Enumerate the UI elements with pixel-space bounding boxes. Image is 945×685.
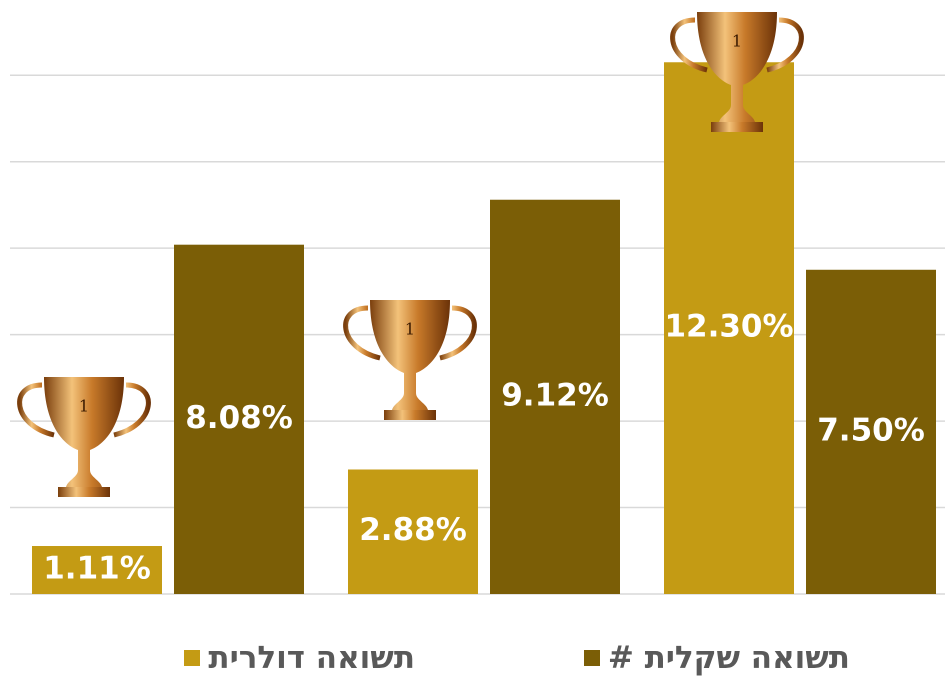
legend-item: תשואה שקלית # — [583, 640, 850, 676]
data-label: 1.11% — [43, 551, 151, 587]
bar — [32, 546, 162, 594]
chart: 1 1.11%8.08%2.88%9.12%12.30%7.50% — [10, 0, 945, 595]
trophy — [20, 377, 149, 497]
legend-swatch — [184, 650, 201, 666]
data-label: 7.50% — [817, 412, 925, 448]
legend-swatch — [583, 650, 600, 666]
bar — [348, 469, 478, 594]
legend-label: תשואה שקלית # — [607, 640, 850, 676]
data-label: 12.30% — [664, 309, 793, 345]
bar — [806, 269, 936, 594]
data-label: 8.08% — [185, 400, 293, 436]
data-label: 2.88% — [359, 512, 467, 548]
bar — [664, 62, 794, 595]
legend-item: תשואה דולרית — [184, 640, 415, 676]
plot-area: 1.11% 8.08% 2.88% 9.12% 12.30% 7.50% — [10, 62, 945, 595]
trophy — [346, 300, 475, 420]
data-label: 9.12% — [501, 377, 609, 413]
legend-label: תשואה דולרית — [208, 640, 415, 676]
bar — [490, 199, 620, 594]
bar — [174, 244, 304, 595]
